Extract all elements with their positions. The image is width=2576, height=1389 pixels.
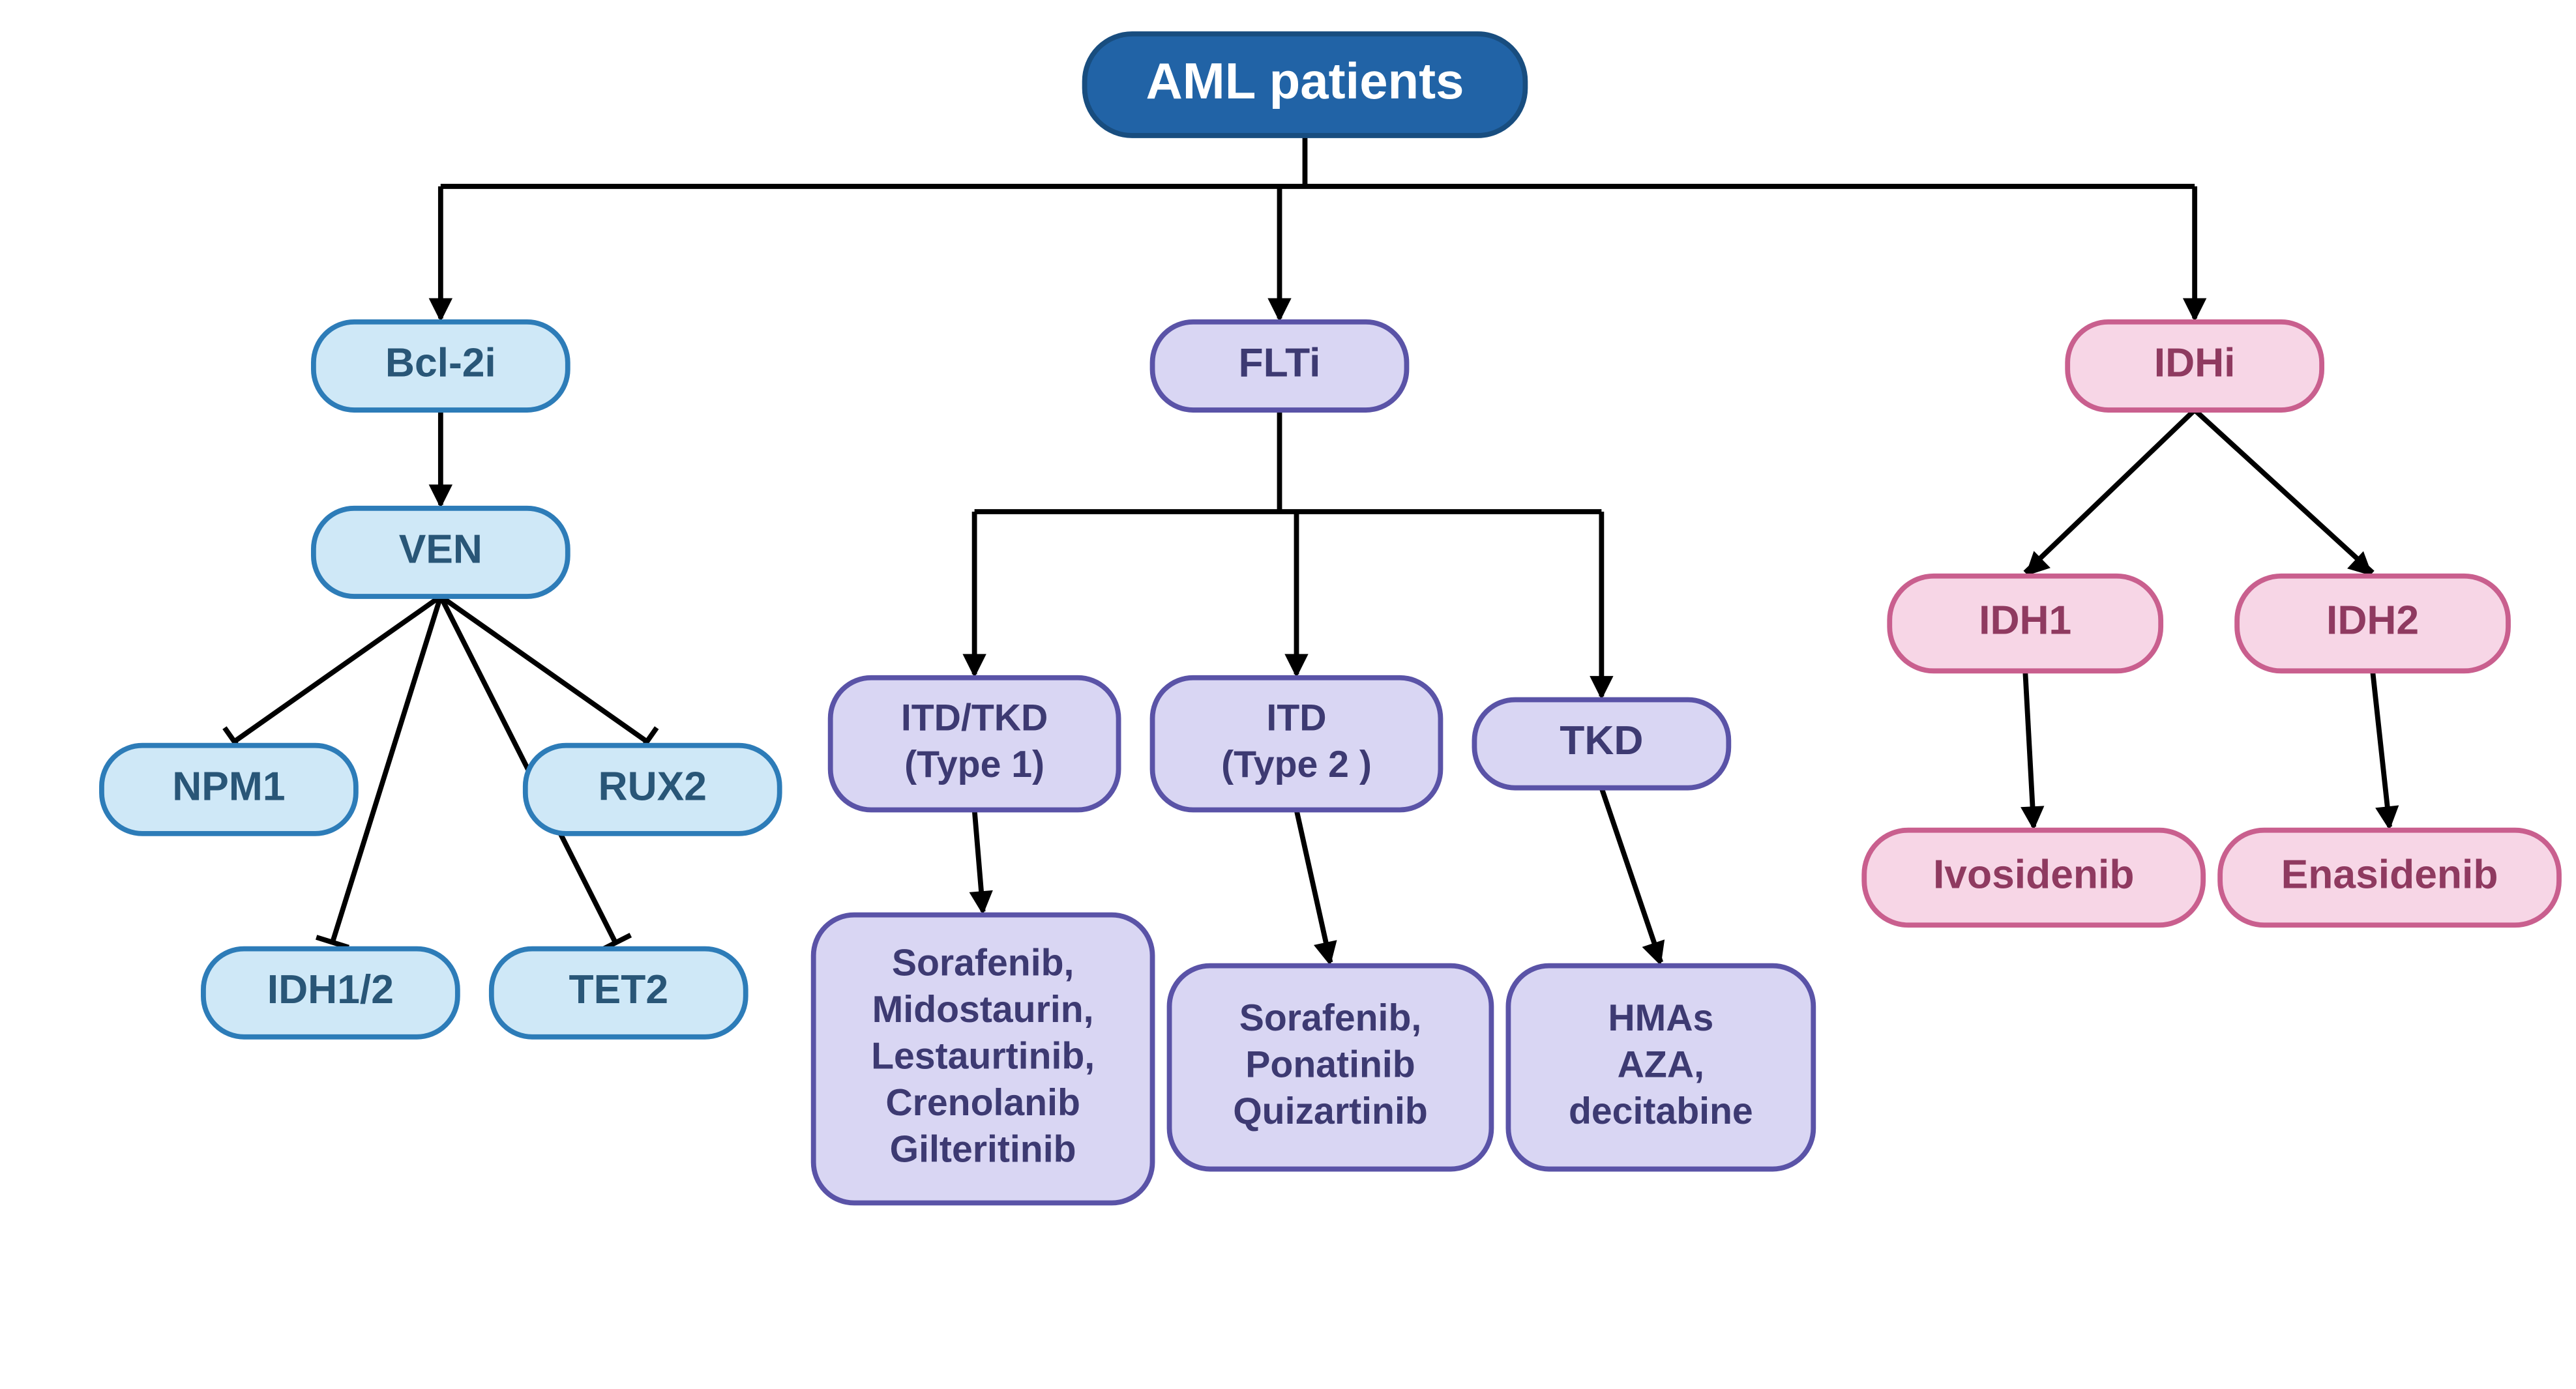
label-druglist2: Sorafenib,PonatinibQuizartinib [1233,997,1428,1132]
node-druglist3: HMAsAZA,decitabine [1508,966,1813,1169]
node-ivo: Ivosidenib [1864,830,2203,926]
label-ivo: Ivosidenib [1933,853,2134,898]
node-tkd: TKD [1474,700,1728,788]
node-root: AML patients [1085,34,1526,136]
label-idhi: IDHi [2154,341,2236,386]
label-npm1: NPM1 [172,765,285,810]
node-idhi: IDHi [2067,322,2322,410]
label-tkd: TKD [1560,719,1643,764]
label-druglist1: Sorafenib,Midostaurin,Lestaurtinib,Creno… [871,943,1095,1171]
node-rux2: RUX2 [526,746,780,834]
flowchart: AML patients Bcl-2i VEN NPM1 RUX2 IDH1/2 TET2 F… [0,0,2576,1389]
node-flti: FLTi [1153,322,1407,410]
node-npm1: NPM1 [102,746,356,834]
node-ven: VEN [314,508,568,596]
node-itdtkd: ITD/TKD(Type 1) [831,678,1119,810]
node-ena: Enasidenib [2220,830,2559,926]
node-bcl2i: Bcl-2i [314,322,568,410]
node-druglist1: Sorafenib,Midostaurin,Lestaurtinib,Creno… [814,915,1153,1203]
label-rux2: RUX2 [599,765,707,810]
label-idh12: IDH1/2 [267,968,394,1013]
node-itd: ITD(Type 2 ) [1153,678,1441,810]
label-idh1: IDH1 [1979,598,2071,643]
label-ven: VEN [399,527,482,572]
label-idh2: IDH2 [2326,598,2419,643]
node-idh2: IDH2 [2237,576,2508,671]
node-idh12: IDH1/2 [203,949,458,1037]
node-druglist2: Sorafenib,PonatinibQuizartinib [1170,966,1492,1169]
label-bcl2i: Bcl-2i [385,341,496,386]
label-flti: FLTi [1239,341,1321,386]
label-root: AML patients [1146,52,1464,110]
label-tet2: TET2 [569,968,669,1013]
node-idh1: IDH1 [1889,576,2161,671]
node-tet2: TET2 [492,949,746,1037]
label-ena: Enasidenib [2281,853,2498,898]
